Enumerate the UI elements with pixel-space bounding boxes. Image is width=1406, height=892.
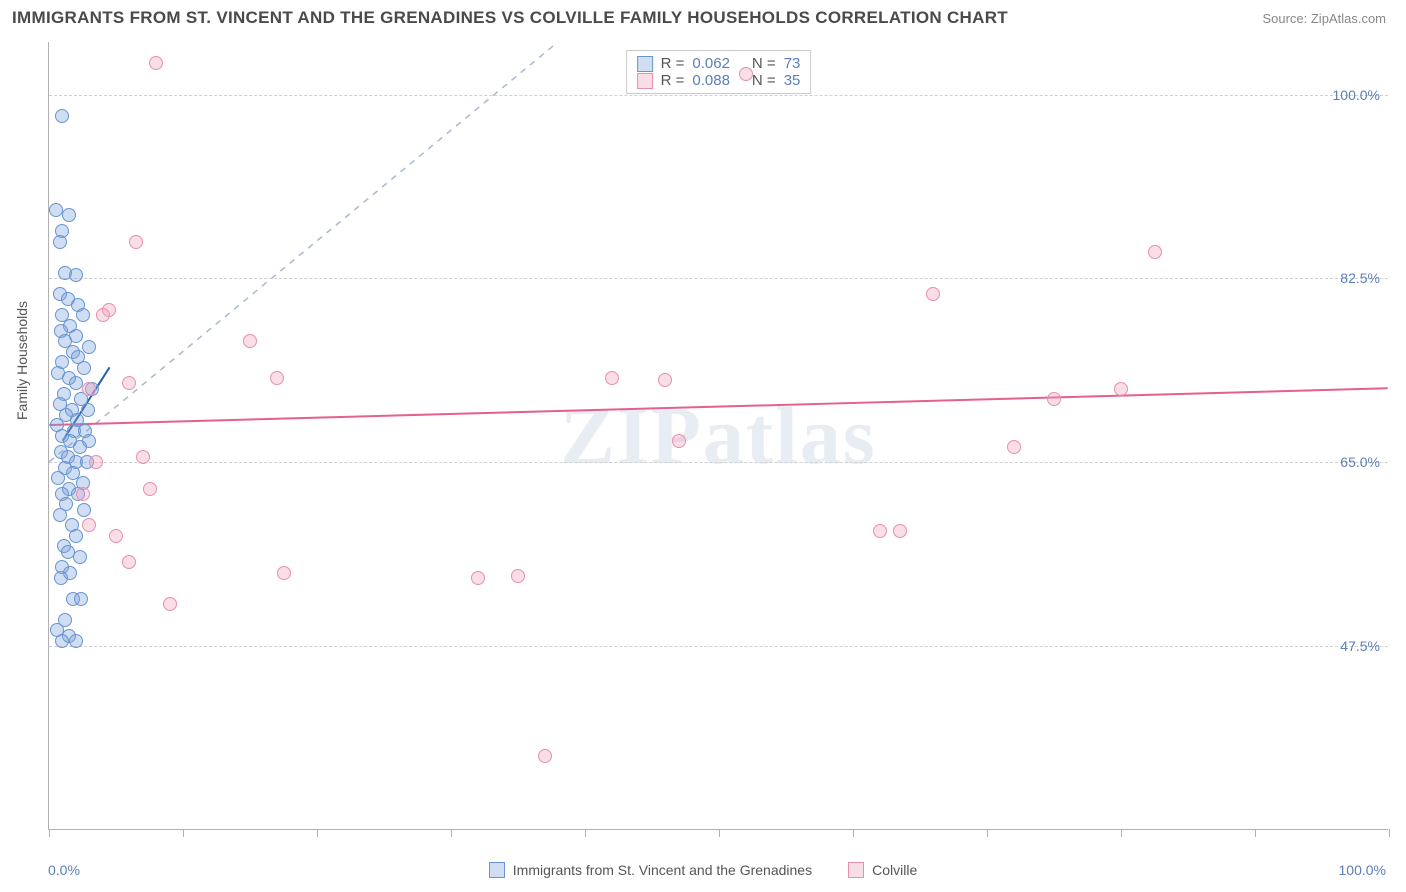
x-tick: [1255, 829, 1256, 837]
data-point: [605, 371, 619, 385]
data-point: [69, 634, 83, 648]
legend-r-label: R =: [661, 72, 685, 89]
x-tick: [719, 829, 720, 837]
y-tick-label: 65.0%: [1340, 454, 1380, 470]
legend-series-name: Colville: [872, 862, 917, 878]
data-point: [77, 361, 91, 375]
data-point: [77, 503, 91, 517]
legend-r-label: R =: [661, 55, 685, 72]
gridline-h: [49, 462, 1388, 463]
legend-item: Immigrants from St. Vincent and the Gren…: [489, 862, 812, 878]
source-label: Source: ZipAtlas.com: [1262, 11, 1386, 26]
data-point: [122, 555, 136, 569]
x-tick: [1121, 829, 1122, 837]
gridline-h: [49, 646, 1388, 647]
legend-n-value: 35: [784, 72, 801, 89]
data-point: [82, 382, 96, 396]
y-tick-label: 82.5%: [1340, 270, 1380, 286]
data-point: [55, 634, 69, 648]
data-point: [55, 109, 69, 123]
data-point: [69, 376, 83, 390]
data-point: [81, 403, 95, 417]
data-point: [53, 235, 67, 249]
chart-lines-layer: [49, 42, 1388, 829]
x-tick: [183, 829, 184, 837]
data-point: [873, 524, 887, 538]
data-point: [1007, 440, 1021, 454]
data-point: [69, 268, 83, 282]
data-point: [243, 334, 257, 348]
legend-swatch: [637, 73, 653, 89]
data-point: [82, 340, 96, 354]
x-tick: [585, 829, 586, 837]
data-point: [1148, 245, 1162, 259]
legend-r-value: 0.062: [692, 55, 730, 72]
legend-swatch: [489, 862, 505, 878]
data-point: [49, 203, 63, 217]
data-point: [62, 208, 76, 222]
legend-n-value: 73: [784, 55, 801, 72]
data-point: [1047, 392, 1061, 406]
data-point: [136, 450, 150, 464]
x-tick: [1389, 829, 1390, 837]
data-point: [69, 529, 83, 543]
data-point: [739, 67, 753, 81]
data-point: [73, 550, 87, 564]
y-tick-label: 100.0%: [1333, 87, 1380, 103]
gridline-h: [49, 95, 1388, 96]
legend-swatch: [637, 56, 653, 72]
legend-item: Colville: [848, 862, 917, 878]
data-point: [149, 56, 163, 70]
data-point: [122, 376, 136, 390]
data-point: [129, 235, 143, 249]
x-tick: [317, 829, 318, 837]
y-axis-label: Family Households: [14, 301, 30, 420]
legend-r-value: 0.088: [692, 72, 730, 89]
legend-row: R = 0.088 N = 35: [637, 72, 801, 89]
data-point: [109, 529, 123, 543]
y-tick-label: 47.5%: [1340, 638, 1380, 654]
data-point: [270, 371, 284, 385]
x-tick: [49, 829, 50, 837]
data-point: [672, 434, 686, 448]
series-legend: Immigrants from St. Vincent and the Gren…: [0, 862, 1406, 878]
watermark-text: ZIPatlas: [560, 389, 877, 483]
data-point: [926, 287, 940, 301]
chart-title: IMMIGRANTS FROM ST. VINCENT AND THE GREN…: [12, 8, 1008, 28]
data-point: [54, 571, 68, 585]
legend-series-name: Immigrants from St. Vincent and the Gren…: [513, 862, 812, 878]
data-point: [658, 373, 672, 387]
data-point: [53, 508, 67, 522]
x-tick: [451, 829, 452, 837]
data-point: [538, 749, 552, 763]
data-point: [893, 524, 907, 538]
data-point: [471, 571, 485, 585]
legend-n-label: N =: [752, 72, 776, 89]
data-point: [76, 308, 90, 322]
data-point: [74, 592, 88, 606]
data-point: [1114, 382, 1128, 396]
correlation-legend: R = 0.062 N = 73 R = 0.088 N = 35: [626, 50, 812, 94]
x-tick: [987, 829, 988, 837]
legend-n-label: N =: [752, 55, 776, 72]
data-point: [96, 308, 110, 322]
data-point: [163, 597, 177, 611]
data-point: [82, 518, 96, 532]
data-point: [143, 482, 157, 496]
data-point: [277, 566, 291, 580]
data-point: [511, 569, 525, 583]
data-point: [76, 487, 90, 501]
legend-swatch: [848, 862, 864, 878]
scatter-chart: ZIPatlas R = 0.062 N = 73 R = 0.088 N = 35 47.5…: [48, 42, 1388, 830]
x-tick: [853, 829, 854, 837]
data-point: [89, 455, 103, 469]
legend-row: R = 0.062 N = 73: [637, 55, 801, 72]
gridline-h: [49, 278, 1388, 279]
data-point: [73, 440, 87, 454]
